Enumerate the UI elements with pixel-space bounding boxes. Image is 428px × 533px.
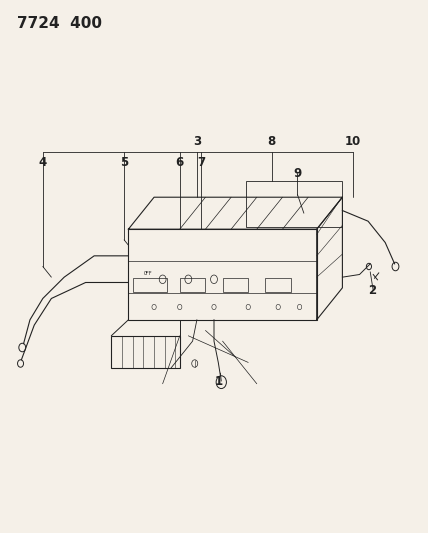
- Text: OFF: OFF: [143, 271, 152, 276]
- Text: 4: 4: [39, 156, 47, 169]
- Text: 2: 2: [369, 284, 376, 297]
- Text: 7724  400: 7724 400: [17, 16, 102, 31]
- Text: 7: 7: [197, 156, 205, 169]
- Text: 5: 5: [120, 156, 128, 169]
- Text: 3: 3: [193, 135, 201, 148]
- Text: 1: 1: [214, 375, 222, 387]
- Bar: [223, 278, 248, 292]
- Bar: [111, 336, 180, 368]
- Bar: [246, 181, 342, 227]
- Text: 10: 10: [345, 135, 361, 148]
- Text: 8: 8: [268, 135, 276, 148]
- Bar: [133, 278, 167, 292]
- Bar: [180, 278, 205, 292]
- Text: 6: 6: [175, 156, 184, 169]
- Bar: [128, 229, 317, 320]
- Text: 9: 9: [293, 167, 302, 180]
- Bar: [265, 278, 291, 292]
